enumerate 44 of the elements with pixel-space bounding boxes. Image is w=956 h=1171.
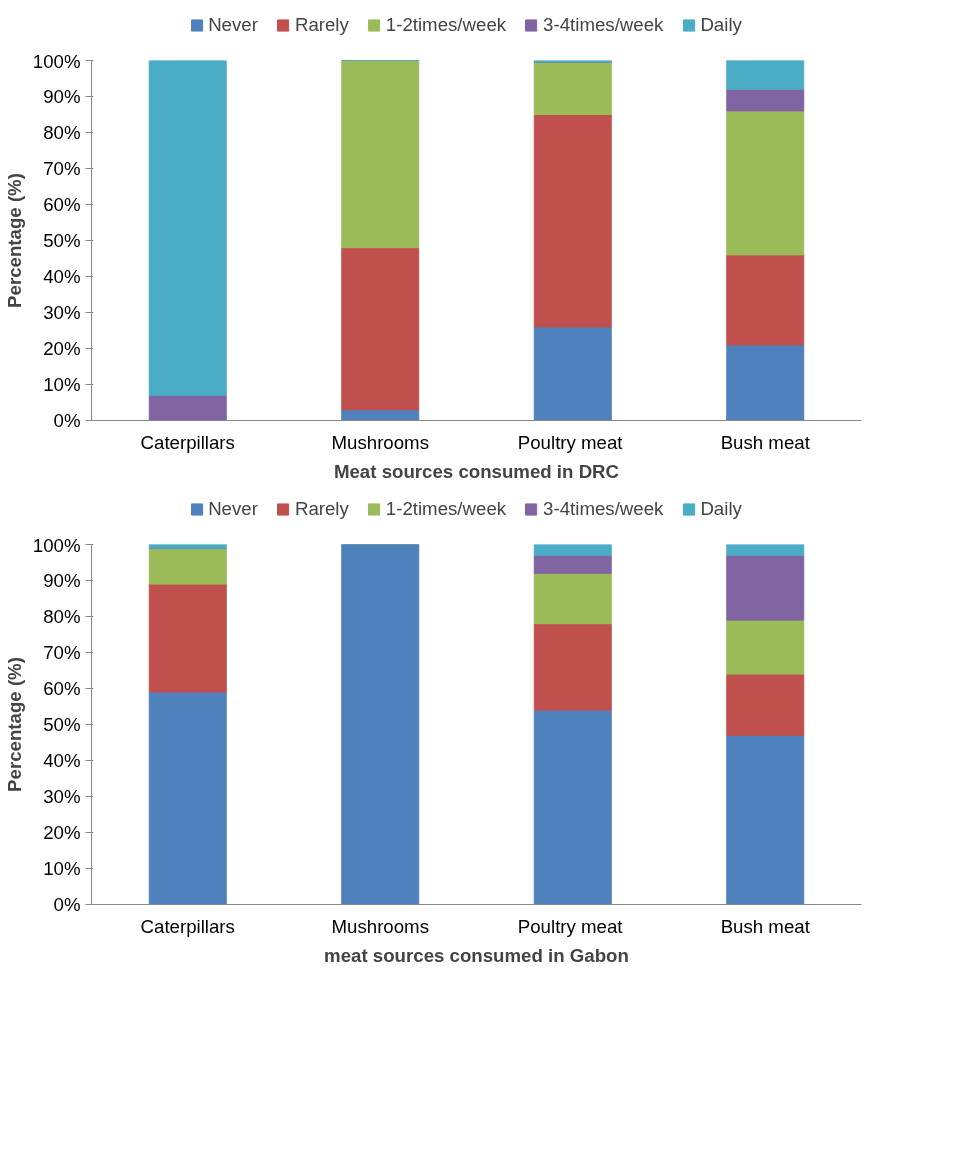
y-tick-label: 100% bbox=[32, 50, 81, 72]
y-tick-label: 10% bbox=[43, 858, 81, 879]
y-tick-label: 60% bbox=[43, 194, 81, 215]
legend-label: Daily bbox=[700, 498, 742, 520]
x-tick-label: Caterpillars bbox=[140, 431, 235, 453]
legend-label: 3-4times/week bbox=[543, 498, 664, 520]
x-tick-label: Bush meat bbox=[720, 431, 811, 453]
y-tick-label: 90% bbox=[43, 86, 81, 107]
legend-label: 1-2times/week bbox=[385, 14, 507, 36]
y-tick-label: 20% bbox=[43, 822, 81, 843]
legend-label: 3-4times/week bbox=[543, 14, 664, 36]
y-tick-label: 40% bbox=[43, 266, 81, 287]
y-tick-label: 100% bbox=[32, 534, 81, 556]
legend-label: Never bbox=[208, 498, 258, 520]
y-tick-label: 90% bbox=[43, 570, 81, 591]
y-tick-label: 30% bbox=[43, 302, 81, 323]
y-tick-label: 0% bbox=[53, 894, 81, 915]
x-axis-title: meat sources consumed in Gabon bbox=[324, 944, 629, 966]
y-tick-label: 50% bbox=[43, 714, 81, 735]
x-tick-label: Poultry meat bbox=[517, 431, 624, 453]
x-tick-label: Mushrooms bbox=[331, 915, 429, 937]
y-tick-label: 70% bbox=[43, 642, 81, 663]
y-tick-label: 0% bbox=[53, 410, 81, 431]
y-tick-label: 80% bbox=[43, 606, 81, 627]
legend-label: Daily bbox=[700, 14, 742, 36]
y-axis-title: Percentage (%) bbox=[3, 657, 25, 792]
legend-label: 1-2times/week bbox=[385, 498, 507, 520]
legend-label: Never bbox=[208, 14, 258, 36]
x-tick-label: Bush meat bbox=[720, 915, 811, 937]
x-tick-label: Caterpillars bbox=[140, 915, 235, 937]
y-tick-label: 30% bbox=[43, 786, 81, 807]
y-tick-label: 60% bbox=[43, 678, 81, 699]
x-tick-label: Mushrooms bbox=[331, 431, 429, 453]
y-tick-label: 50% bbox=[43, 230, 81, 251]
y-tick-label: 80% bbox=[43, 122, 81, 143]
y-tick-label: 20% bbox=[43, 338, 81, 359]
y-axis-title: Percentage (%) bbox=[3, 173, 25, 308]
y-tick-label: 70% bbox=[43, 158, 81, 179]
x-axis-title: Meat sources consumed in DRC bbox=[333, 460, 620, 482]
legend-label: Rarely bbox=[294, 14, 349, 36]
y-tick-label: 10% bbox=[43, 374, 81, 395]
y-tick-label: 40% bbox=[43, 750, 81, 771]
legend-label: Rarely bbox=[294, 498, 349, 520]
x-tick-label: Poultry meat bbox=[517, 915, 624, 937]
